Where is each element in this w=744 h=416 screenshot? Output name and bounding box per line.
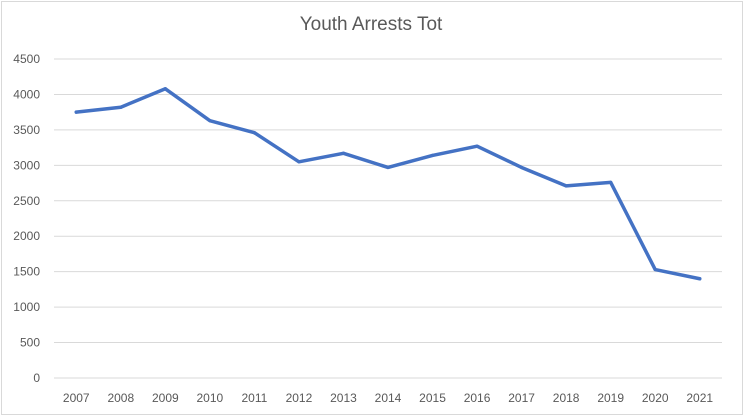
gridlines [54,58,722,379]
data-point-2015 [430,153,435,158]
data-point-2021 [698,277,702,281]
data-point-2014 [386,165,390,170]
y-tick-label: 2500 [13,194,40,208]
x-tick-label: 2013 [330,391,357,405]
y-tick-label: 3500 [13,123,40,137]
x-tick-label: 2021 [686,391,713,405]
x-tick-label: 2018 [553,391,580,405]
y-tick-label: 500 [20,336,40,350]
y-tick-label: 2000 [13,229,40,243]
data-point-2018 [564,184,568,188]
data-point-2008 [119,105,123,109]
x-tick-label: 2012 [286,391,313,405]
x-tick-label: 2016 [464,391,491,405]
data-point-2007 [74,110,78,114]
x-tick-label: 2009 [152,391,179,405]
x-tick-label: 2015 [419,391,446,405]
data-point-2010 [208,119,212,123]
y-tick-label: 1000 [13,300,40,314]
data-point-2012 [297,160,301,164]
y-tick-label: 4500 [13,52,40,66]
x-tick-label: 2007 [63,391,90,405]
data-point-2009 [163,87,167,91]
data-point-2013 [341,151,346,155]
data-point-2011 [252,131,256,135]
x-tick-label: 2014 [375,391,402,405]
data-point-2017 [520,165,524,170]
x-tick-label: 2019 [597,391,624,405]
x-tick-label: 2008 [107,391,134,405]
y-tick-label: 0 [33,371,40,385]
y-tick-label: 1500 [13,265,40,279]
x-axis-ticks: 2007 2008 2009 2010 2011 2012 2013 2014 2015 2016… [63,391,713,405]
x-tick-label: 2011 [241,391,267,405]
data-point-2016 [475,144,479,148]
data-point-2019 [609,180,613,184]
y-tick-label: 4000 [13,87,40,101]
chart-title: Youth Arrests Tot [299,14,443,35]
x-tick-label: 2020 [642,391,669,405]
series-layer [74,87,702,281]
x-tick-label: 2010 [197,391,224,405]
data-point-2020 [653,267,657,272]
x-tick-label: 2017 [508,391,535,405]
series-line [74,87,702,281]
y-axis-ticks: 0 500 1000 1500 2000 2500 3000 3500 4000 4500 [13,52,40,385]
y-tick-label: 3000 [13,158,40,172]
